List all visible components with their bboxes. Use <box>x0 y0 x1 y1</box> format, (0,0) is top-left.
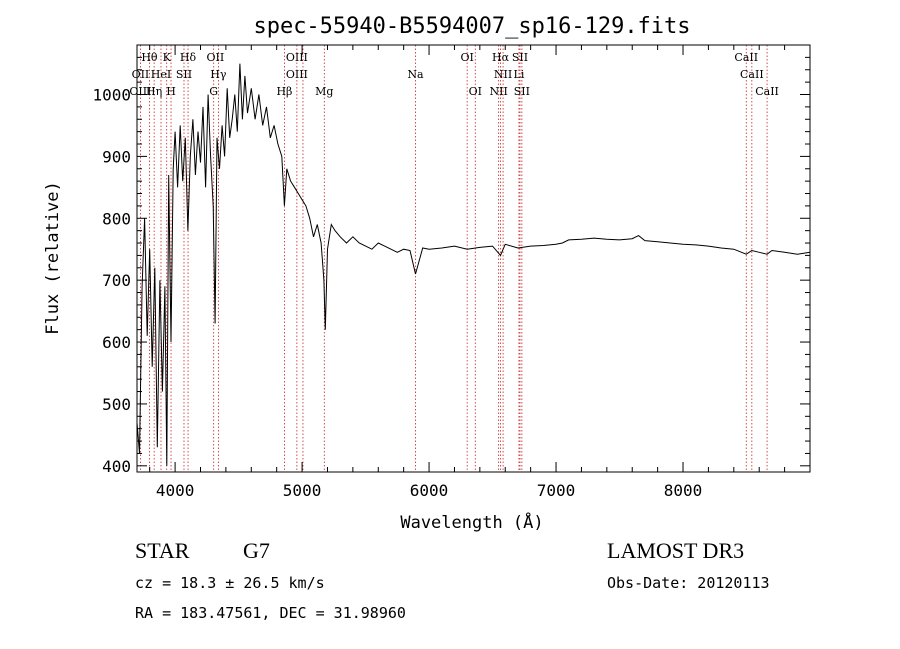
x-tick-label-4: 8000 <box>664 481 703 500</box>
plot-frame <box>136 44 811 473</box>
x-tick-label-2: 6000 <box>410 481 449 500</box>
x-axis-label: Wavelength (Å) <box>400 511 543 533</box>
line-label-6: Hη <box>146 85 162 98</box>
line-label-21: NII <box>494 68 512 81</box>
line-label-16: Na <box>407 68 424 81</box>
line-label-5: HeI <box>151 68 171 81</box>
emission-line-markers <box>140 45 768 472</box>
observation-date: Obs-Date: 20120113 <box>607 574 770 592</box>
line-label-25: CaII <box>734 51 758 64</box>
coordinates: RA = 183.47561, DEC = 31.98960 <box>135 604 406 622</box>
line-label-22: Li <box>514 68 525 81</box>
line-label-11: G <box>209 85 218 98</box>
line-label-17: OI <box>460 51 473 64</box>
line-label-9: OII <box>206 51 224 64</box>
line-label-3: K <box>163 51 172 64</box>
object-class: STAR <box>135 538 190 563</box>
line-label-8: H <box>166 85 176 98</box>
y-tick-label-5: 900 <box>102 147 131 166</box>
x-tick-label-0: 4000 <box>156 481 195 500</box>
line-label-7: SII <box>176 68 192 81</box>
survey-name: LAMOST DR3 <box>607 538 745 563</box>
line-label-20: SII <box>512 51 528 64</box>
line-label-24: SII <box>514 85 530 98</box>
x-tick-label-3: 7000 <box>537 481 576 500</box>
y-tick-label-3: 700 <box>102 271 131 290</box>
line-label-15: Mg <box>315 85 333 98</box>
y-tick-label-6: 1000 <box>92 86 131 105</box>
chart-title: spec-55940-B5594007_sp16-129.fits <box>253 14 690 39</box>
line-label-18: OI <box>469 85 482 98</box>
x-axis-ticks: 4000 5000 6000 7000 8000 <box>149 45 786 500</box>
y-axis-ticks: 400 500 600 700 800 900 1000 <box>92 56 810 476</box>
line-label-14: Hβ <box>276 85 292 98</box>
y-tick-label-1: 500 <box>102 395 131 414</box>
line-label-4: Hδ <box>180 51 197 64</box>
line-label-19: Hα <box>492 51 510 64</box>
line-label-0: Hθ <box>141 51 158 64</box>
spectrum-line <box>136 63 811 466</box>
y-tick-label-2: 600 <box>102 333 131 352</box>
line-label-1: OII <box>132 68 150 81</box>
line-label-10: Hγ <box>210 68 227 81</box>
y-axis-label: Flux (relative) <box>43 181 63 335</box>
y-tick-label-4: 800 <box>102 209 131 228</box>
line-label-27: CaII <box>755 85 779 98</box>
x-tick-label-1: 5000 <box>283 481 322 500</box>
line-label-23: NII <box>489 85 507 98</box>
line-label-26: CaII <box>740 68 764 81</box>
line-label-13: OIII <box>286 68 308 81</box>
line-label-12: OIII <box>286 51 308 64</box>
y-tick-label-0: 400 <box>102 457 131 476</box>
object-subclass: G7 <box>243 538 270 563</box>
redshift-velocity: cz = 18.3 ± 26.5 km/s <box>135 574 325 592</box>
